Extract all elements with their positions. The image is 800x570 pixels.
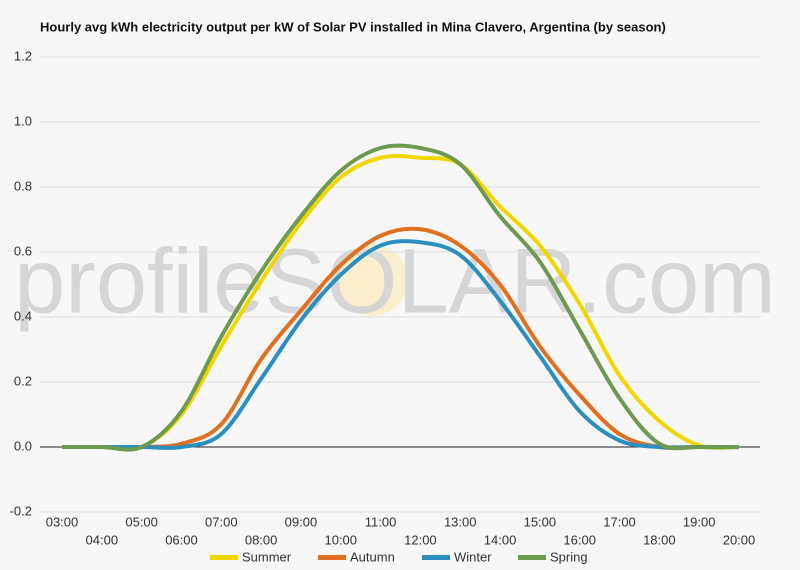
y-tick-label: 0.8 — [14, 178, 32, 193]
y-tick-label: 0.0 — [14, 438, 32, 453]
y-tick-label: 0.4 — [14, 308, 32, 323]
legend-label: Spring — [550, 549, 588, 564]
x-tick-label: 11:00 — [365, 514, 397, 529]
legend-swatch — [422, 555, 450, 560]
x-tick-label: 19:00 — [683, 514, 716, 529]
x-tick-label: 12:00 — [404, 532, 437, 547]
legend-swatch — [518, 555, 546, 560]
x-tick-label: 06:00 — [165, 532, 198, 547]
y-tick-label: 0.6 — [14, 243, 32, 258]
y-tick-label: 0.2 — [14, 373, 32, 388]
chart-title: Hourly avg kWh electricity output per kW… — [40, 19, 666, 34]
watermark: profileSOLAR.com — [14, 230, 776, 332]
series-line — [62, 239, 739, 450]
x-tick-label: 07:00 — [205, 514, 238, 529]
series-line — [62, 143, 740, 452]
legend-swatch — [210, 555, 238, 560]
x-tick-label: 13:00 — [444, 514, 477, 529]
x-tick-label: 03:00 — [46, 514, 79, 529]
x-tick-label: 16:00 — [563, 532, 596, 547]
x-tick-label: 18:00 — [643, 532, 676, 547]
series-line — [62, 226, 739, 450]
x-tick-label: 15:00 — [524, 514, 557, 529]
x-tick-label: 08:00 — [245, 532, 278, 547]
x-tick-label: 04:00 — [86, 532, 119, 547]
x-tick-label: 05:00 — [125, 514, 158, 529]
legend-label: Autumn — [350, 549, 395, 564]
x-tick-label: 20:00 — [723, 532, 756, 547]
x-tick-label: 10:00 — [324, 532, 357, 547]
y-tick-label: -0.2 — [10, 503, 32, 518]
y-tick-label: 1.2 — [14, 48, 32, 63]
legend-label: Winter — [454, 549, 492, 564]
x-tick-label: 14:00 — [484, 532, 517, 547]
y-tick-label: 1.0 — [14, 113, 32, 128]
legend-label: Summer — [242, 549, 292, 564]
x-tick-label: 17:00 — [603, 514, 636, 529]
legend-swatch — [318, 555, 346, 560]
x-tick-label: 09:00 — [285, 514, 318, 529]
